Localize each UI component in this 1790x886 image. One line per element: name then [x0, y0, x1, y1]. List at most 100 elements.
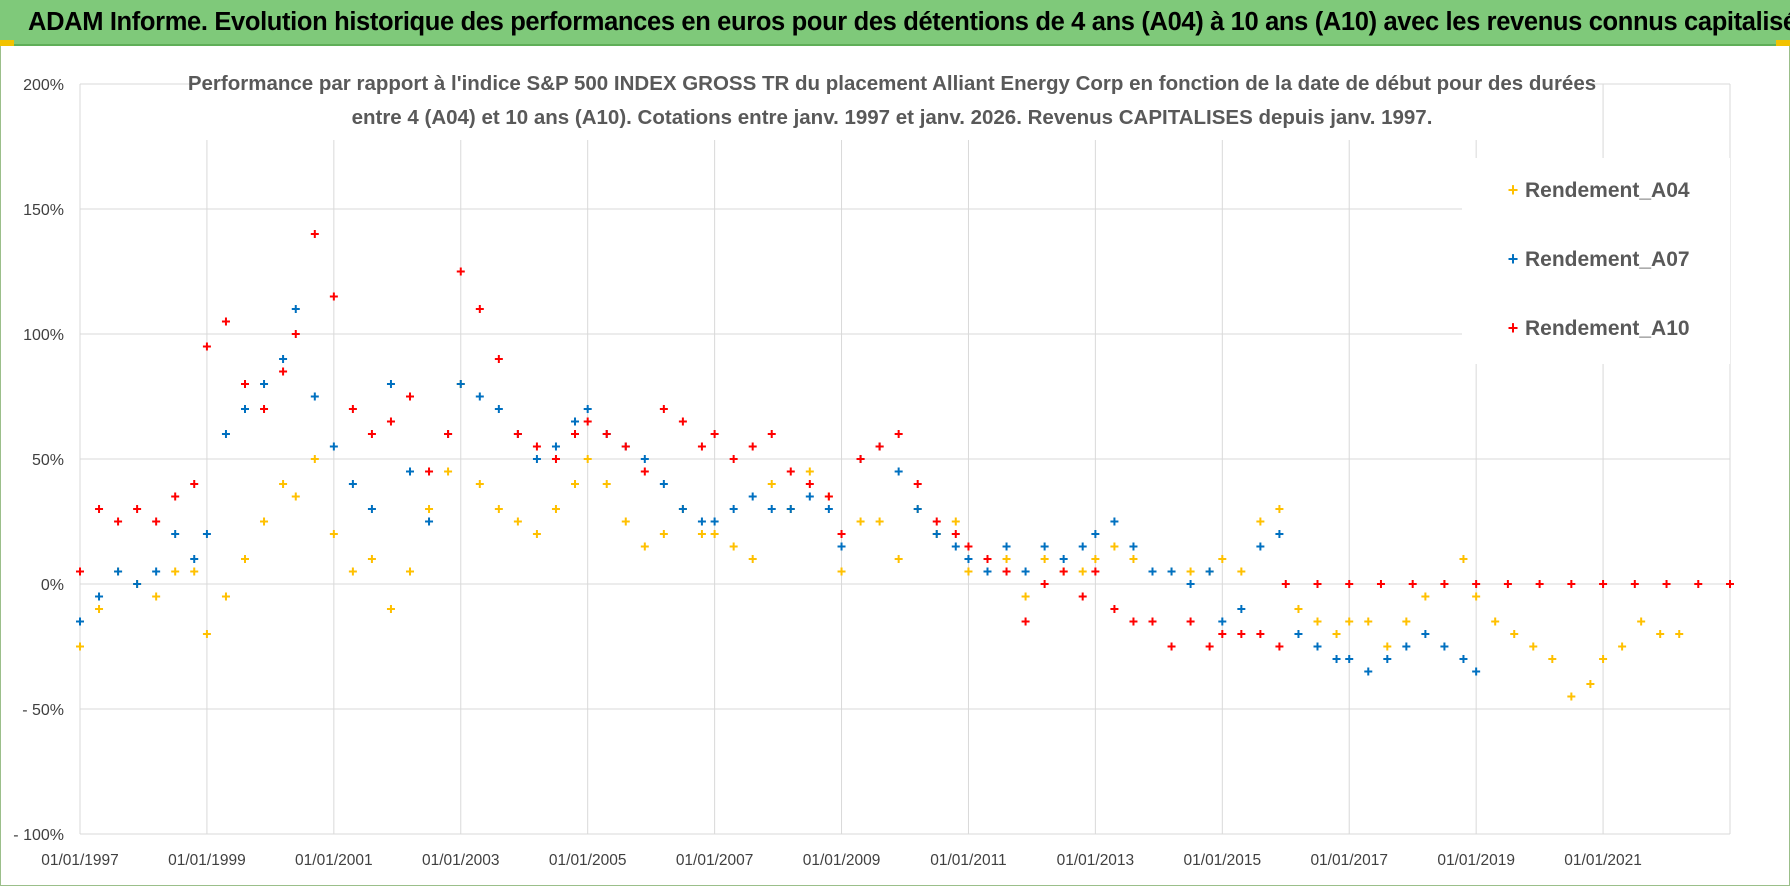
legend-item-A10: + Rendement_A10 [1508, 317, 1690, 340]
data-point [805, 492, 814, 501]
data-point [444, 467, 453, 476]
data-point [1186, 567, 1195, 576]
axis-ticks: 200% 150% 100% 50% 0% - 50% - 100% 01/01/1997 01… [13, 77, 1642, 869]
data-point [348, 567, 357, 576]
data-point [190, 480, 199, 488]
data-point [1548, 655, 1557, 663]
banner-corner-left [0, 40, 14, 46]
data-point [1275, 505, 1284, 513]
data-point [1364, 617, 1373, 626]
data-point [1726, 580, 1734, 588]
data-point [152, 592, 161, 601]
data-point [786, 467, 795, 476]
data-point [1313, 617, 1322, 626]
y-tick-label: - 50% [22, 702, 64, 719]
data-point [678, 505, 687, 513]
data-point [894, 430, 903, 438]
data-point [1662, 580, 1671, 588]
legend-marker-A04: + [1508, 180, 1519, 200]
series-Rendement_A07 [76, 305, 1481, 676]
data-point [1040, 542, 1049, 551]
series-layer [76, 230, 1734, 701]
data-point [279, 367, 288, 376]
data-point [1002, 567, 1011, 576]
x-tick-label: 01/01/2021 [1564, 852, 1642, 869]
data-point [1237, 630, 1246, 638]
data-point [1275, 642, 1284, 651]
data-point [1345, 617, 1354, 626]
data-point [583, 405, 592, 413]
data-point [767, 505, 776, 513]
data-point [1148, 617, 1157, 626]
data-point [1535, 580, 1544, 588]
data-point [1281, 580, 1290, 588]
data-point [1148, 567, 1157, 576]
series-Rendement_A04 [76, 380, 1684, 701]
data-point [425, 505, 434, 513]
data-point [348, 405, 357, 413]
data-point [932, 530, 941, 538]
data-point [1618, 642, 1627, 651]
x-tick-label: 01/01/1997 [41, 852, 119, 869]
data-point [1313, 580, 1322, 588]
data-point [190, 555, 199, 563]
data-point [1110, 517, 1119, 526]
data-point [748, 492, 757, 501]
data-point [964, 542, 973, 551]
data-point [494, 505, 503, 513]
data-point [279, 355, 288, 363]
data-point [697, 442, 706, 451]
legend-backdrop [1462, 158, 1730, 364]
data-point [551, 505, 560, 513]
data-point [1129, 555, 1138, 563]
data-point [951, 542, 960, 551]
data-point [1091, 567, 1100, 576]
data-point [406, 392, 414, 401]
data-point [1567, 580, 1576, 588]
data-point [640, 542, 649, 551]
data-point [1567, 692, 1576, 701]
data-point [425, 467, 434, 476]
x-tick-label: 01/01/2003 [422, 852, 500, 869]
data-point [513, 430, 522, 438]
data-point [1421, 630, 1430, 638]
data-point [1675, 630, 1684, 638]
data-point [241, 380, 249, 388]
data-point [241, 555, 249, 563]
data-point [1599, 580, 1608, 588]
x-tick-label: 01/01/2015 [1184, 852, 1262, 869]
data-point [1408, 580, 1417, 588]
data-point [279, 480, 288, 488]
y-tick-label: - 100% [13, 827, 64, 844]
data-point [1167, 567, 1176, 576]
data-point [1421, 592, 1430, 601]
data-point [729, 505, 738, 513]
data-point [964, 567, 973, 576]
data-point [171, 530, 180, 538]
data-point [95, 605, 104, 613]
data-point [571, 480, 579, 488]
data-point [1459, 655, 1468, 663]
data-point [1078, 542, 1087, 551]
data-point [202, 530, 211, 538]
data-point [76, 567, 84, 576]
data-point [837, 530, 846, 538]
data-point [171, 492, 180, 501]
data-point [1078, 592, 1087, 601]
data-point [202, 630, 211, 638]
data-point [1491, 617, 1500, 626]
data-point [1313, 642, 1322, 651]
data-point [1218, 555, 1227, 563]
data-point [532, 530, 541, 538]
data-point [951, 517, 960, 526]
data-point [1091, 530, 1100, 538]
data-point [456, 380, 465, 388]
data-point [729, 542, 738, 551]
data-point [1205, 642, 1214, 651]
data-point [494, 405, 503, 413]
data-point [367, 430, 376, 438]
data-point [1402, 642, 1411, 651]
data-point [367, 505, 376, 513]
data-point [1110, 542, 1119, 551]
